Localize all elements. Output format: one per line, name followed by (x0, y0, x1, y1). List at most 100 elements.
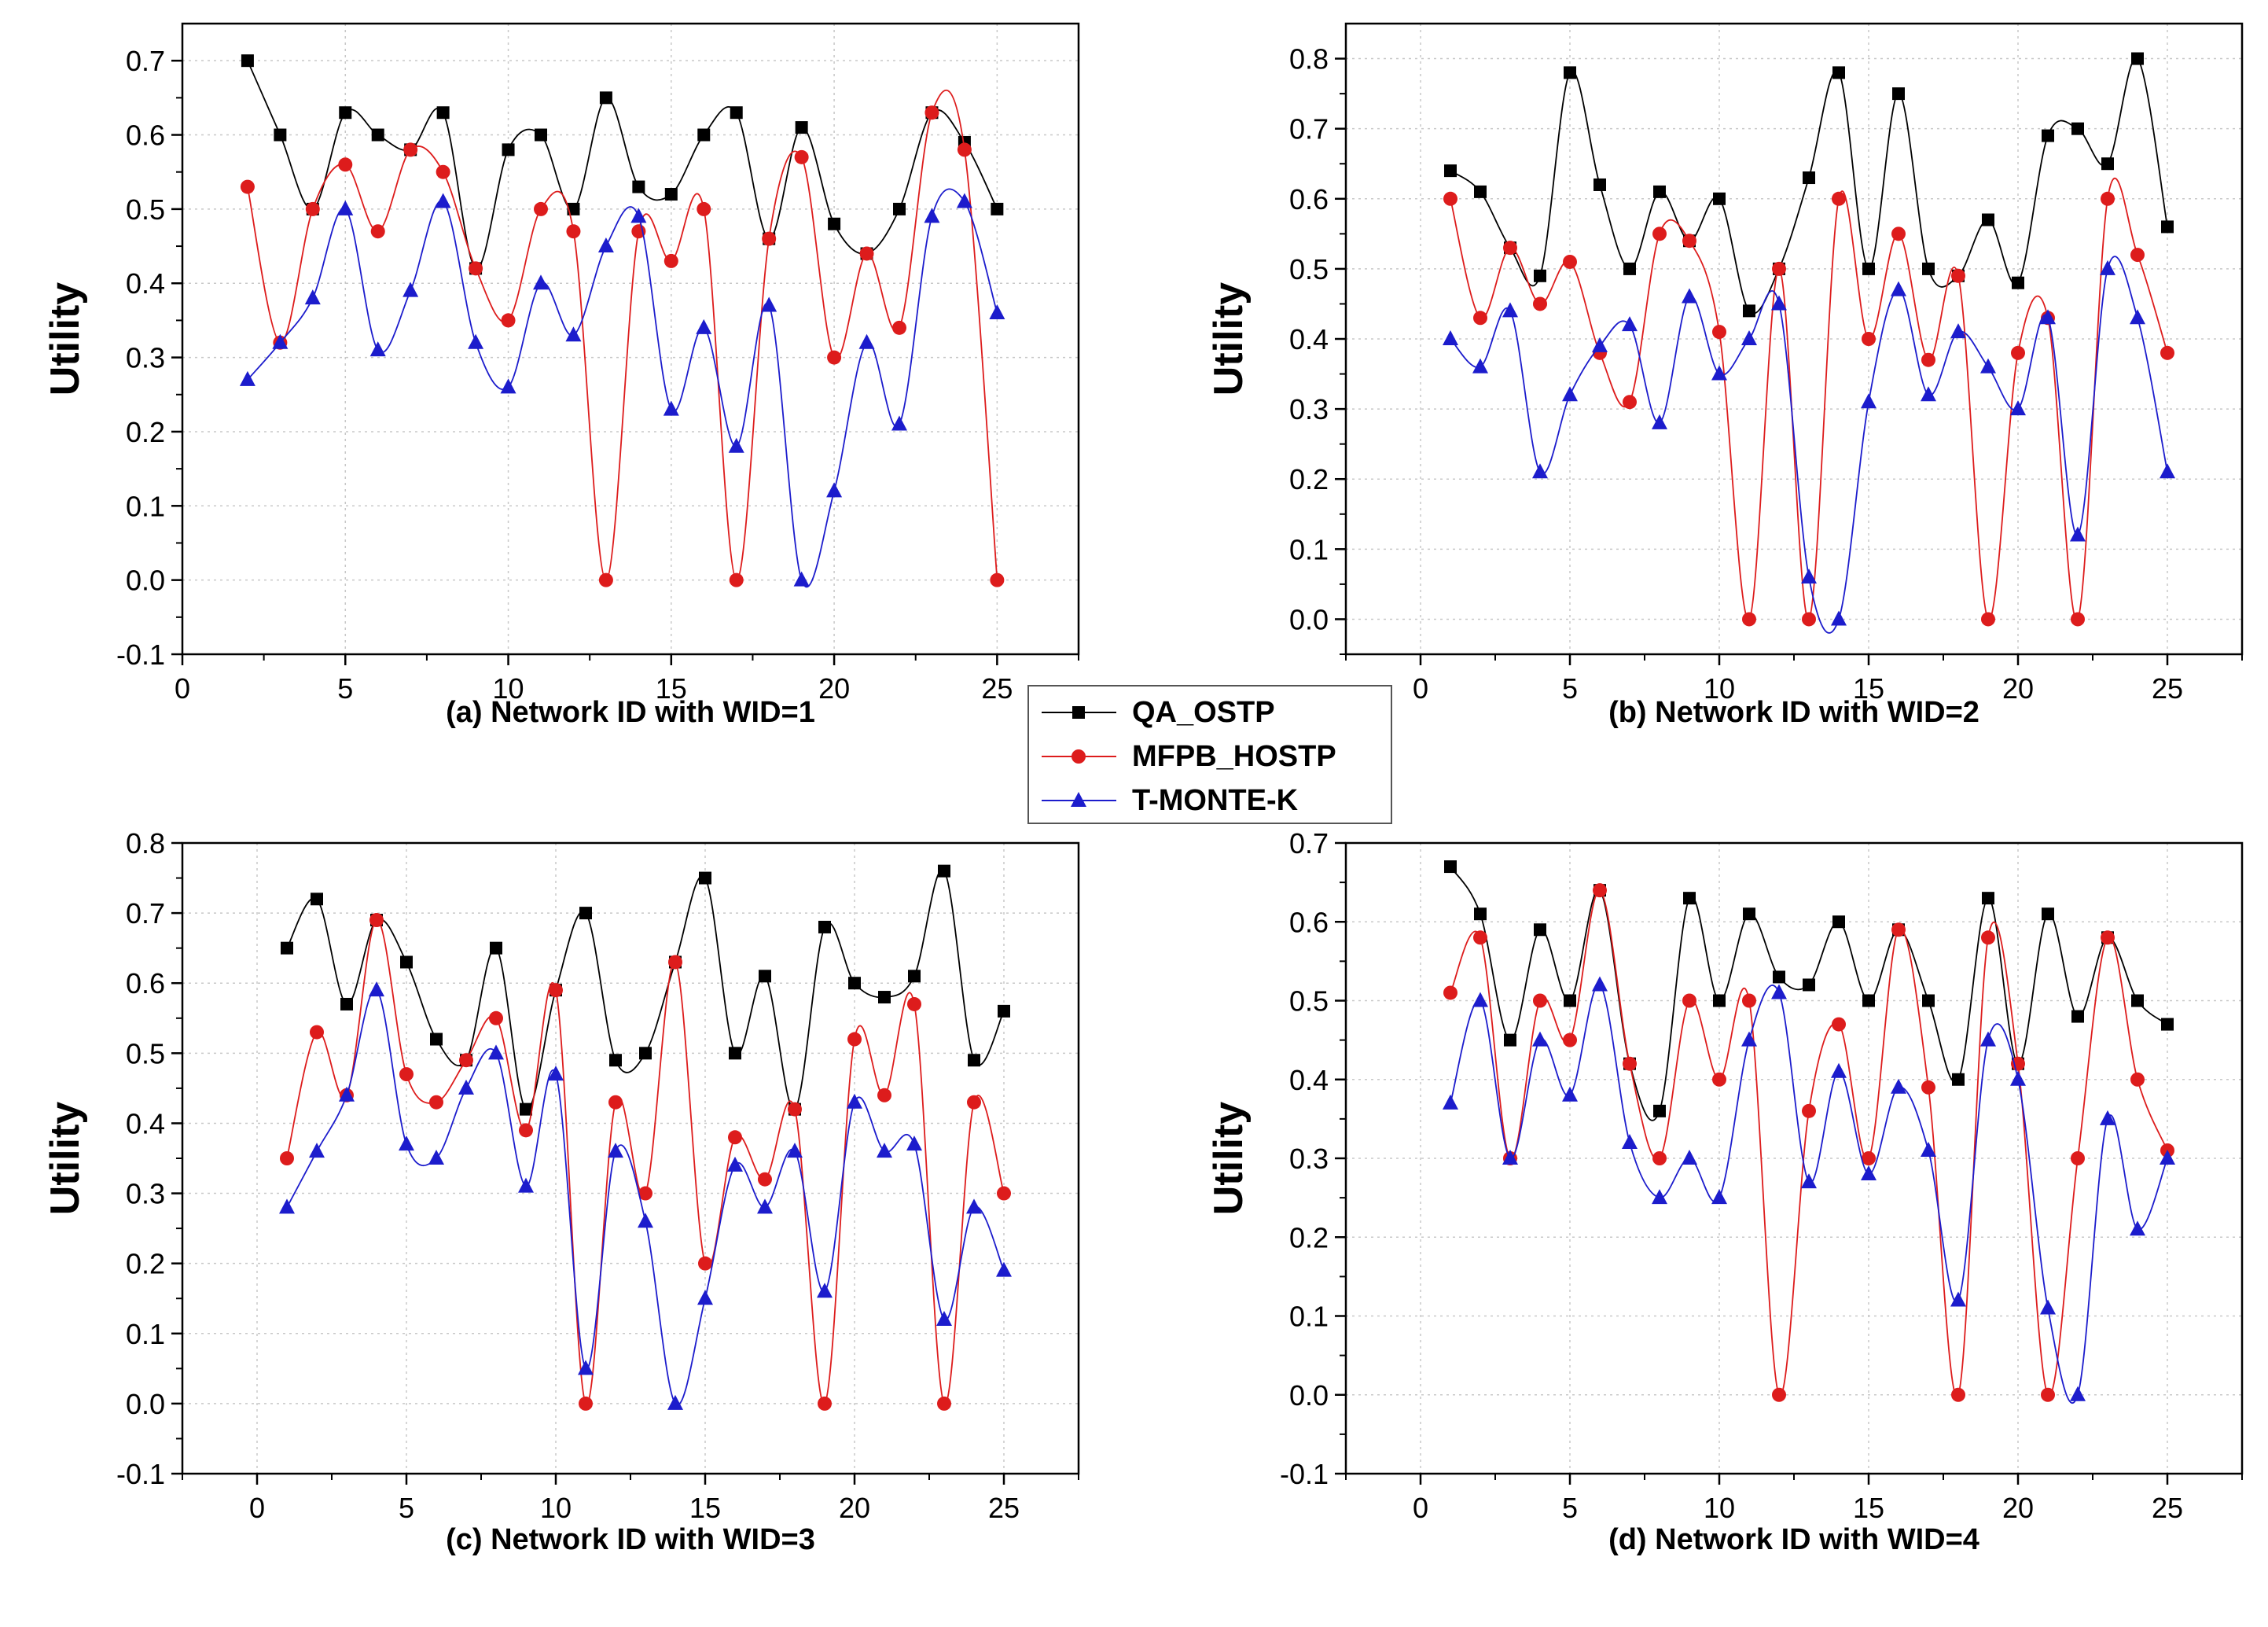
data-point (338, 157, 353, 172)
data-point (579, 907, 592, 920)
data-point (1533, 993, 1547, 1008)
data-point (2070, 1386, 2086, 1401)
data-point (1773, 970, 1785, 984)
data-point (2101, 157, 2114, 171)
data-point (279, 1198, 295, 1214)
data-point (339, 1086, 355, 1102)
data-point (1712, 1072, 1726, 1087)
x-tick-label: 15 (656, 672, 687, 705)
data-point (1532, 1031, 1548, 1047)
data-point (548, 1066, 564, 1081)
data-point (1682, 288, 1697, 304)
data-point (1741, 330, 1757, 345)
data-point (966, 1198, 982, 1214)
data-point (1922, 994, 1935, 1007)
data-point (827, 350, 842, 365)
data-point (370, 224, 385, 239)
x-tick-label: 10 (493, 672, 524, 705)
x-tick-label: 5 (337, 672, 353, 705)
data-point (2040, 1299, 2056, 1315)
y-tick-label: 0.3 (1289, 1143, 1329, 1175)
data-point (1623, 395, 1637, 410)
y-tick-label: 0.7 (1289, 827, 1329, 860)
data-point (535, 128, 547, 142)
data-point (2160, 463, 2175, 479)
data-point (761, 296, 777, 312)
x-tick-label: 10 (1704, 672, 1735, 705)
series-line (247, 89, 998, 581)
data-point (757, 1198, 773, 1214)
data-point (533, 274, 549, 290)
data-point (937, 1396, 951, 1411)
data-point (1742, 612, 1756, 627)
data-point (924, 208, 940, 223)
data-point (1713, 994, 1726, 1007)
data-point (1652, 1189, 1667, 1205)
data-point (878, 991, 891, 1004)
data-point (500, 378, 516, 394)
series-line (1450, 256, 2168, 634)
data-point (793, 571, 810, 587)
data-point (847, 1032, 862, 1047)
data-point (788, 1102, 802, 1117)
data-point (877, 1143, 892, 1158)
y-axis-label: Utility (1206, 282, 1252, 396)
data-point (1473, 311, 1487, 326)
series-t-monte-k (1443, 256, 2175, 634)
y-tick-label: 0.0 (126, 565, 165, 597)
series-mfpb-hostp (280, 913, 1011, 1411)
data-point (2012, 276, 2024, 289)
data-point (1801, 1173, 1817, 1189)
chart-panel-c: 0 5 10 15 20 25 -0.1 0.0 0.1 0.2 0.3 0.4 0.5 0.6 0.7 0.… (42, 827, 1080, 1556)
panel-caption: (b) Network ID with WID=2 (1608, 696, 1979, 729)
data-point (991, 202, 1004, 215)
data-point (2010, 1070, 2026, 1086)
data-point (1532, 463, 1548, 479)
data-point (697, 201, 711, 216)
data-point (908, 970, 921, 983)
data-point (2101, 191, 2115, 206)
data-point (403, 142, 418, 157)
data-point (696, 318, 712, 334)
data-point (2071, 122, 2084, 135)
y-tick-label: 0.1 (1289, 533, 1329, 565)
data-point (632, 180, 645, 193)
data-point (1832, 66, 1845, 79)
plot-frame (181, 22, 1080, 656)
data-point (1711, 1189, 1727, 1205)
x-tick-label: 15 (689, 1492, 721, 1524)
data-point (2130, 309, 2145, 325)
data-point (2071, 1010, 2084, 1023)
data-point (698, 1256, 712, 1271)
data-point (2071, 612, 2085, 627)
y-tick-label: 0.4 (1289, 1064, 1329, 1096)
data-point (1951, 1387, 1965, 1402)
data-point (907, 996, 921, 1011)
data-point (609, 1054, 622, 1067)
data-point (458, 1079, 474, 1095)
y-tick-label: 0.6 (126, 120, 165, 152)
data-point (1743, 304, 1755, 318)
data-point (1772, 261, 1786, 276)
data-point (369, 341, 386, 357)
data-point (668, 955, 682, 970)
data-point (630, 208, 647, 223)
data-point (490, 941, 502, 955)
legend-entry-mfpb-hostp: MFPB_HOSTP (1042, 740, 1336, 773)
data-point (1592, 976, 1608, 992)
data-point (1711, 365, 1727, 381)
data-point (2042, 129, 2054, 142)
y-tick-label: 0.0 (1289, 603, 1329, 635)
data-point (1592, 337, 1608, 352)
x-tick-label: 0 (175, 672, 190, 705)
data-point (762, 231, 777, 246)
x-tick-label: 5 (399, 1492, 414, 1524)
series-line (1450, 866, 2168, 1121)
data-point (847, 1093, 862, 1109)
data-point (1952, 1073, 1965, 1086)
data-point (272, 333, 289, 349)
legend-label: MFPB_HOSTP (1132, 740, 1336, 773)
data-point (1563, 254, 1577, 269)
y-tick-label: 0.4 (126, 1107, 165, 1139)
data-point (663, 400, 679, 416)
